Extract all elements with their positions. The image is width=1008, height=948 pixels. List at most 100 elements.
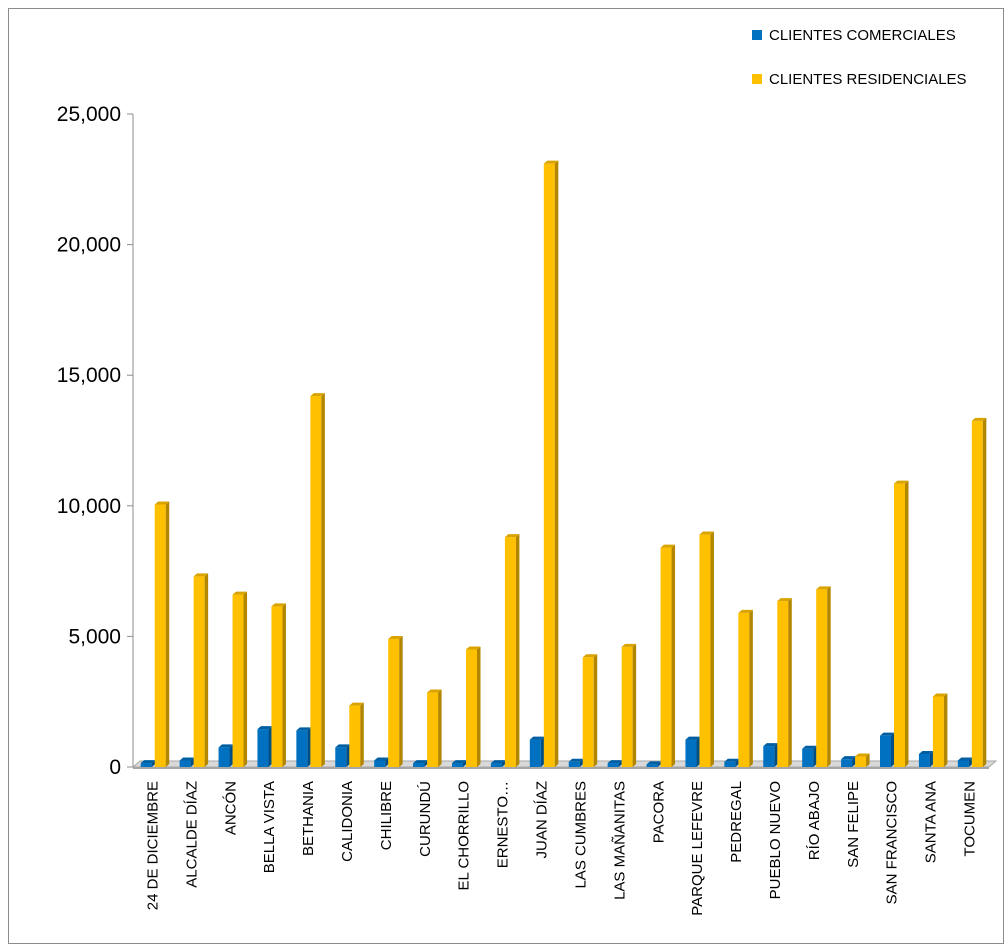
bar-top — [296, 727, 311, 731]
bar-side — [710, 531, 714, 767]
bar-side — [968, 757, 973, 767]
bar-top — [529, 736, 545, 740]
bar-residenciales — [193, 573, 209, 767]
bar-residenciales — [427, 689, 442, 767]
bar-top — [699, 531, 714, 535]
bar-side — [579, 758, 584, 767]
bar-top — [271, 603, 286, 607]
bar-top — [452, 760, 467, 764]
bar-side — [307, 727, 311, 767]
bar-top — [880, 732, 895, 736]
bar-front — [232, 594, 244, 767]
x-tick-label: PUEBLO NUEVO — [767, 781, 784, 899]
bar-comerciales — [568, 758, 584, 767]
bar-top — [232, 591, 248, 595]
bar-side — [943, 693, 948, 767]
bar-top — [894, 480, 909, 484]
bar-front — [660, 547, 672, 767]
bar-side — [905, 480, 909, 767]
bar-comerciales — [490, 760, 506, 767]
bar-front — [971, 420, 983, 767]
y-tick-label: 20,000 — [57, 234, 121, 257]
legend-swatch — [752, 30, 762, 40]
bar-comerciales — [257, 726, 272, 767]
bar-top — [738, 609, 753, 613]
bar-top — [154, 501, 170, 505]
legend: CLIENTES COMERCIALES CLIENTES RESIDENCIAL… — [752, 27, 967, 88]
bar-front — [894, 483, 905, 767]
bar-top — [413, 760, 428, 764]
bar-residenciales — [543, 160, 559, 768]
x-tick-label: BELLA VISTA — [261, 781, 278, 873]
bar-front — [529, 739, 541, 767]
bar-front — [582, 657, 594, 767]
bar-front — [193, 576, 205, 767]
bar-side — [424, 760, 428, 767]
bar-front — [296, 730, 308, 767]
bar-front — [777, 601, 789, 767]
x-tick-label: CALIDONIA — [339, 781, 356, 862]
bar-side — [735, 758, 739, 767]
x-tick-label: RÍO ABAJO — [806, 781, 823, 860]
bar-residenciales — [154, 501, 170, 767]
bar-top — [957, 757, 973, 761]
bar-side — [360, 702, 364, 767]
bar-side — [632, 643, 637, 767]
bar-top — [257, 726, 272, 730]
bar-front — [957, 760, 969, 767]
x-tick-label: ERNESTO… — [495, 781, 512, 868]
bar-side — [554, 160, 559, 768]
bar-side — [268, 726, 272, 767]
bar-comerciales — [802, 745, 817, 767]
bar-residenciales — [660, 544, 676, 767]
bar-top — [349, 702, 364, 706]
bar-front — [816, 589, 828, 767]
bar-front — [543, 163, 555, 768]
bar-comerciales — [413, 760, 428, 767]
x-tick-label: ANCÓN — [222, 781, 239, 835]
bar-top — [841, 756, 856, 760]
bar-front — [802, 748, 814, 767]
bar-top — [621, 643, 637, 647]
bar-side — [438, 689, 442, 767]
bar-front — [218, 747, 230, 767]
bar-residenciales — [738, 609, 753, 767]
bar-front — [388, 639, 400, 767]
bar-side — [866, 753, 870, 767]
bar-side — [321, 393, 325, 767]
bar-side — [385, 757, 389, 767]
bar-side — [229, 744, 234, 767]
bar-side — [243, 591, 248, 767]
x-tick-label: EL CHORRILLO — [456, 781, 473, 890]
bar-front — [621, 646, 633, 767]
bar-front — [880, 735, 891, 767]
bar-comerciales — [763, 743, 778, 767]
bar-top — [932, 693, 948, 697]
x-tick-label: LAS CUMBRES — [572, 781, 589, 889]
bar-front — [335, 747, 347, 767]
bar-top — [685, 736, 700, 740]
bar-front — [349, 705, 361, 767]
bar-side — [501, 760, 506, 767]
bar-front — [413, 763, 425, 767]
bar-front — [932, 696, 944, 767]
bar-comerciales — [841, 756, 856, 767]
bar-residenciales — [582, 654, 598, 767]
bar-top — [504, 534, 520, 538]
y-tick-label: 0 — [109, 756, 121, 779]
x-axis-labels: 24 DE DICIEMBRE ALCALDE DÍAZ ANCÓN BELLA VI… — [144, 781, 978, 916]
bar-residenciales — [349, 702, 364, 767]
bar-top — [855, 753, 870, 757]
bar-side — [657, 761, 662, 767]
bar-top — [543, 160, 559, 164]
bar-front — [257, 729, 269, 767]
y-tick-label: 25,000 — [57, 103, 121, 126]
bar-side — [540, 736, 545, 767]
bar-front — [685, 739, 697, 767]
bar-top — [427, 689, 442, 693]
legend-swatch — [752, 74, 762, 84]
bar-front — [607, 763, 619, 767]
x-tick-label: SAN FRANCISCO — [884, 781, 901, 904]
x-tick-label: ALCALDE DÍAZ — [183, 781, 200, 888]
bar-residenciales — [971, 417, 987, 767]
